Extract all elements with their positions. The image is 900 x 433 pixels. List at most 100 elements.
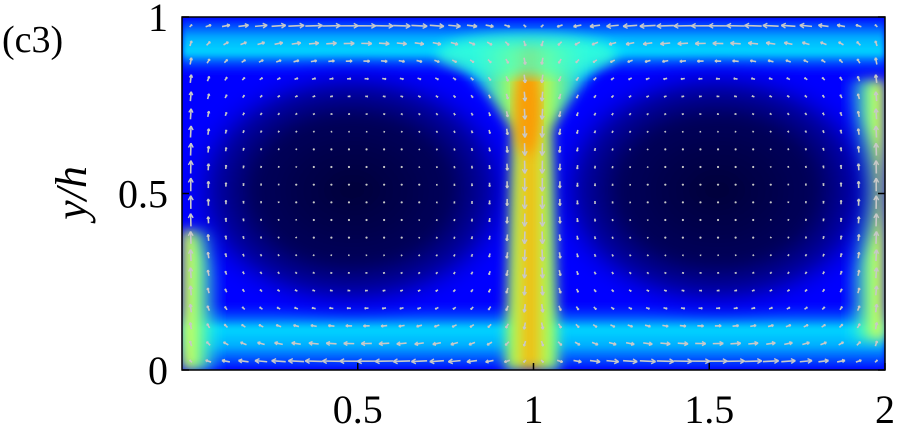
- vector-dot: [383, 236, 386, 239]
- vector-arrowhead: [277, 218, 280, 221]
- vector-arrowhead: [260, 200, 263, 203]
- vector-arrowhead: [540, 326, 545, 330]
- vector-arrowhead: [470, 167, 474, 169]
- vector-arrowhead: [522, 79, 528, 84]
- vector-arrowhead: [366, 113, 368, 116]
- vector-arrowhead: [469, 325, 472, 328]
- vector-arrowhead: [206, 198, 211, 202]
- vector-arrowhead: [357, 358, 363, 365]
- vector-arrowhead: [420, 41, 425, 47]
- vector-arrowhead: [276, 289, 279, 292]
- vector-arrowhead: [367, 40, 373, 47]
- vector-arrowhead: [639, 23, 645, 30]
- vector-arrowhead: [488, 237, 491, 240]
- vector-arrowhead: [207, 75, 211, 79]
- vector-arrowhead: [485, 359, 489, 364]
- vector-arrowhead: [259, 288, 262, 291]
- vector-arrowhead: [243, 94, 246, 97]
- vector-arrow: [875, 108, 878, 120]
- vector-arrowhead: [873, 249, 880, 254]
- vector-arrow: [677, 342, 689, 345]
- vector-arrowhead: [242, 183, 245, 185]
- vector-arrowhead: [592, 60, 596, 64]
- vector-arrowhead: [596, 358, 601, 364]
- vector-arrowhead: [801, 41, 806, 46]
- vector-arrowhead: [804, 130, 807, 132]
- vector-arrow: [288, 24, 305, 28]
- vector-arrowhead: [205, 341, 209, 344]
- vector-arrowhead: [646, 95, 648, 98]
- vector-arrowhead: [630, 341, 635, 347]
- vector-arrowhead: [277, 183, 280, 185]
- vector-arrowhead: [839, 217, 843, 220]
- vector-arrowhead: [856, 110, 861, 114]
- vector-arrowhead: [187, 195, 194, 201]
- vector-arrowhead: [488, 202, 491, 205]
- vector-arrowhead: [611, 255, 614, 257]
- vector-arrowhead: [447, 358, 454, 365]
- vector-arrowhead: [839, 129, 843, 132]
- vector-arrowhead: [314, 59, 318, 63]
- vector-arrowhead: [750, 77, 753, 80]
- vector-arrowhead: [769, 95, 771, 98]
- vector-arrowhead: [471, 131, 474, 134]
- vector-arrowhead: [822, 147, 825, 150]
- plume-hot-core: [513, 65, 541, 155]
- vector-dot: [646, 183, 649, 186]
- vector-dot: [347, 183, 351, 186]
- vector-arrowhead: [539, 221, 546, 227]
- vector-arrowhead: [839, 94, 842, 97]
- vector-arrowhead: [261, 59, 264, 63]
- vector-arrowhead: [665, 272, 667, 275]
- vector-arrowhead: [594, 237, 597, 240]
- vector-arrowhead: [260, 147, 263, 150]
- vector-arrowhead: [521, 150, 528, 156]
- vector-dot: [383, 165, 386, 169]
- vector-arrowhead: [786, 112, 789, 115]
- vector-arrowhead: [822, 218, 825, 220]
- vector-arrowhead: [806, 324, 809, 327]
- vector-arrow: [606, 24, 619, 28]
- vector-arrowhead: [436, 78, 439, 81]
- vector-arrowhead: [472, 42, 476, 46]
- vector-arrow: [238, 359, 249, 363]
- vector-dot: [752, 183, 755, 186]
- vector-arrow: [396, 342, 407, 345]
- vector-arrowhead: [435, 290, 437, 293]
- vector-arrow: [308, 342, 319, 345]
- vector-arrowhead: [296, 77, 299, 80]
- vector-arrowhead: [647, 307, 650, 310]
- vector-arrowhead: [540, 291, 545, 296]
- vector-arrowhead: [189, 57, 193, 61]
- vector-arrowhead: [385, 40, 390, 47]
- vector-arrowhead: [593, 202, 597, 204]
- vector-arrowhead: [278, 77, 281, 80]
- vector-arrowhead: [366, 77, 369, 81]
- vector-arrowhead: [435, 219, 438, 222]
- vector-arrowhead: [488, 78, 492, 82]
- vector-arrowhead: [314, 40, 320, 46]
- vector-arrowhead: [224, 200, 228, 203]
- vector-arrowhead: [417, 307, 420, 310]
- vector-arrowhead: [206, 251, 210, 255]
- vector-dot: [383, 183, 386, 186]
- vector-dot: [400, 218, 403, 222]
- vector-arrowhead: [700, 289, 703, 292]
- vector-arrowhead: [453, 202, 456, 204]
- vector-arrowhead: [575, 114, 579, 117]
- vector-arrow: [448, 24, 461, 28]
- vector-arrow: [818, 24, 829, 28]
- vector-dot: [400, 165, 403, 169]
- vector-arrowhead: [291, 340, 296, 346]
- vector-dot: [681, 218, 684, 222]
- vector-arrowhead: [805, 271, 808, 274]
- vector-dot: [330, 236, 333, 239]
- vector-arrowhead: [223, 323, 227, 327]
- y-tick-label: 0: [148, 348, 168, 393]
- vector-arrowhead: [260, 165, 263, 168]
- vector-arrowhead: [632, 358, 638, 365]
- vector-arrowhead: [744, 22, 750, 29]
- vector-arrowhead: [558, 273, 562, 277]
- vector-arrowhead: [314, 77, 317, 80]
- vector-arrow: [730, 342, 741, 345]
